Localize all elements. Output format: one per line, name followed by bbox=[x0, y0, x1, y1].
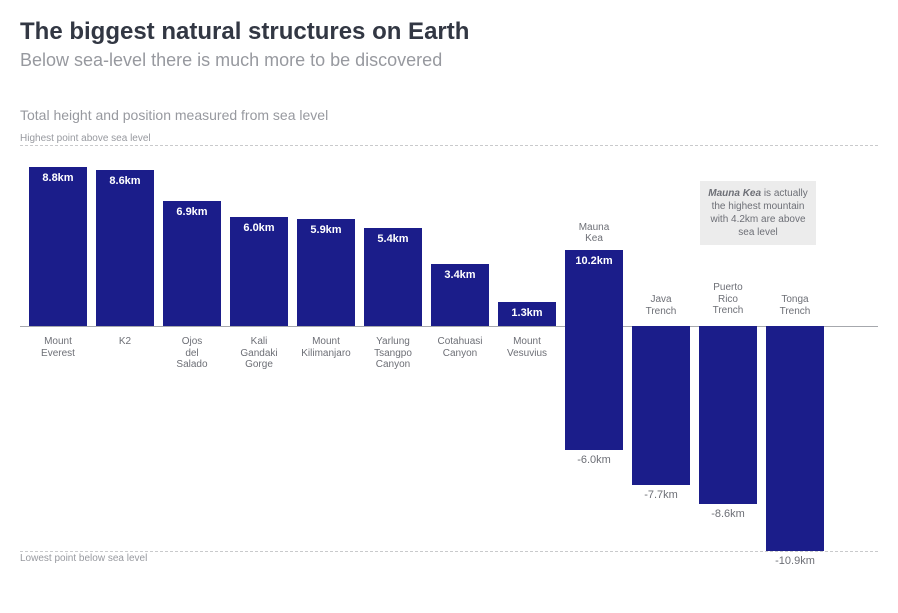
value-label: 5.9km bbox=[288, 224, 364, 236]
bar-name: KaliGandakiGorge bbox=[221, 336, 297, 371]
bar-name: K2 bbox=[87, 336, 163, 348]
value-label: 8.8km bbox=[20, 172, 96, 184]
bar-name: MaunaKea bbox=[556, 222, 632, 245]
bar-name: MountVesuvius bbox=[489, 336, 565, 359]
value-label: -7.7km bbox=[623, 489, 699, 501]
chart-subtitle: Below sea-level there is much more to be… bbox=[20, 50, 878, 71]
value-label: -10.9km bbox=[757, 555, 833, 567]
value-label: 6.9km bbox=[154, 206, 230, 218]
bar-name: OjosdelSalado bbox=[154, 336, 230, 371]
bar bbox=[163, 201, 221, 326]
value-label: -8.6km bbox=[690, 508, 766, 520]
value-label: 6.0km bbox=[221, 222, 297, 234]
bar bbox=[29, 167, 87, 326]
annotation-mauna-kea: Mauna Kea is actually the highest mounta… bbox=[700, 181, 816, 245]
value-label-bottom: -6.0km bbox=[556, 454, 632, 466]
bar bbox=[96, 170, 154, 326]
value-label: 5.4km bbox=[355, 233, 431, 245]
chart-title: The biggest natural structures on Earth bbox=[20, 18, 878, 46]
bar-name: PuertoRicoTrench bbox=[690, 282, 766, 317]
bar-name: TongaTrench bbox=[757, 294, 833, 317]
bar-name: CotahuasiCanyon bbox=[422, 336, 498, 359]
bar-mauna-kea bbox=[565, 250, 623, 450]
value-label: 3.4km bbox=[422, 269, 498, 281]
value-label: 8.6km bbox=[87, 175, 163, 187]
bar bbox=[632, 326, 690, 485]
bar-name: YarlungTsangpoCanyon bbox=[355, 336, 431, 371]
bar-name: MountKilimanjaro bbox=[288, 336, 364, 359]
axis-label: Total height and position measured from … bbox=[20, 107, 878, 123]
value-label: 1.3km bbox=[489, 307, 565, 319]
bar-name: JavaTrench bbox=[623, 294, 699, 317]
bar bbox=[766, 326, 824, 551]
bar-name: MountEverest bbox=[20, 336, 96, 359]
chart-area: Highest point above sea levelLowest poin… bbox=[20, 133, 878, 563]
bar bbox=[699, 326, 757, 504]
value-label: 10.2km bbox=[556, 255, 632, 267]
